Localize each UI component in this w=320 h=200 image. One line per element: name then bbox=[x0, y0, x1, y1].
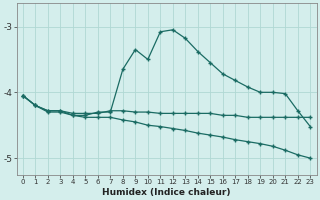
X-axis label: Humidex (Indice chaleur): Humidex (Indice chaleur) bbox=[102, 188, 231, 197]
